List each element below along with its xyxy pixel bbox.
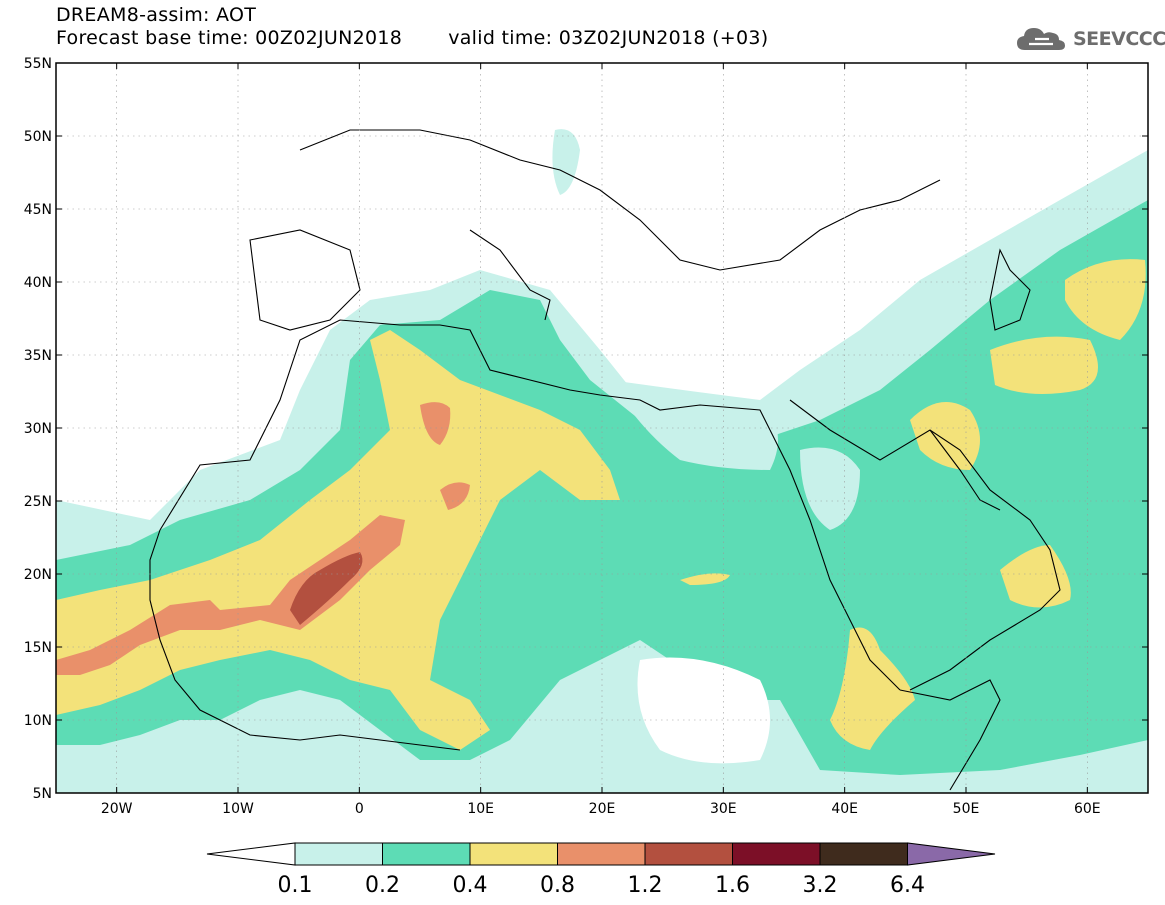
colorbar-swatch (557, 842, 646, 866)
coast-horn (899, 679, 1001, 791)
aot-level-0.4-iran (990, 336, 1098, 394)
y-tick-label: 25N (24, 494, 52, 510)
colorbar-upper-arrow (907, 842, 996, 866)
x-tick-label: 60E (1074, 801, 1101, 817)
colorbar-swatch (732, 842, 821, 866)
coast-caspian (989, 248, 1031, 331)
colorbar-label: 1.2 (628, 873, 663, 898)
colorbar-swatch (469, 842, 558, 866)
y-tick-label: 55N (24, 56, 52, 72)
colorbar-label: 6.4 (890, 873, 925, 898)
coast-europe (299, 129, 941, 271)
colorbar-lower-arrow (206, 842, 296, 866)
valid-time: valid time: 03Z02JUN2018 (+03) (448, 27, 769, 49)
aot-level-0.1-dust-spot (552, 129, 580, 195)
x-tick-label: 30E (710, 801, 737, 817)
y-tick-label: 20N (24, 567, 52, 583)
y-tick-label: 40N (24, 275, 52, 291)
coast-persian-gulf (929, 429, 1001, 511)
colorbar-swatch (644, 842, 733, 866)
gridlines (56, 63, 1148, 793)
colorbar-label: 0.2 (365, 873, 400, 898)
y-tick-label: 30N (24, 421, 52, 437)
colorbar-swatch (382, 842, 471, 866)
coast-red-sea (769, 429, 901, 691)
coastlines (149, 129, 1061, 791)
aot-level-1.2 (290, 552, 363, 625)
x-tick-label: 50E (953, 801, 980, 817)
coast-africa-west (149, 529, 461, 751)
aot-level-0.4-horn (830, 627, 915, 750)
x-tick-label: 10W (222, 801, 254, 817)
aot-level-0.4-afghan (1065, 259, 1146, 340)
aot-level-0.4-chad (680, 573, 730, 585)
x-tick-label: 10E (467, 801, 494, 817)
seevccc-logo: SEEVCCC (1015, 24, 1165, 54)
colorbar-label: 0.1 (278, 873, 313, 898)
map-title: DREAM8-assim: AOT (56, 4, 257, 26)
y-tick-label: 35N (24, 348, 52, 364)
cloud-icon (1017, 28, 1065, 50)
coast-africa-north (159, 319, 771, 531)
axis-ticks: 20W 10W 0 10E 20E 30E 40E 50E 60E 5N 10N 15N 20N 25N 3… (24, 56, 1148, 817)
y-tick-label: 10N (24, 713, 52, 729)
aot-level-0.8-algeria (420, 402, 451, 445)
logo-text: SEEVCCC (1073, 28, 1165, 50)
clear-area-sahel (637, 657, 770, 764)
y-tick-label: 5N (33, 786, 52, 802)
aot-level-0.4 (56, 330, 620, 750)
title-block: DREAM8-assim: AOT Forecast base time: 00… (56, 4, 769, 50)
colorbar-swatch (294, 842, 383, 866)
x-tick-label: 40E (831, 801, 858, 817)
coast-italy (469, 229, 551, 321)
colorbar-label: 3.2 (803, 873, 838, 898)
y-tick-label: 45N (24, 202, 52, 218)
colorbar: 0.1 0.2 0.4 0.8 1.2 1.6 3.2 6.4 (206, 842, 996, 898)
colorbar-label: 0.8 (540, 873, 575, 898)
y-tick-label: 50N (24, 129, 52, 145)
y-tick-label: 15N (24, 640, 52, 656)
coast-arabia (789, 399, 1061, 691)
coast-iberia (249, 229, 361, 331)
aot-level-0.8 (56, 515, 405, 675)
x-tick-label: 0 (355, 801, 364, 817)
colorbar-label: 1.6 (715, 873, 750, 898)
base-time: Forecast base time: 00Z02JUN2018 (56, 27, 403, 49)
x-tick-label: 20E (589, 801, 616, 817)
colorbar-label: 0.4 (453, 873, 488, 898)
clear-area-arabia (800, 447, 860, 530)
x-tick-label: 20W (101, 801, 133, 817)
colorbar-swatch (819, 842, 908, 866)
clear-area-libya-egypt (610, 380, 778, 470)
time-info: Forecast base time: 00Z02JUN2018 valid t… (56, 27, 769, 50)
aot-level-0.8-libya (440, 482, 470, 510)
